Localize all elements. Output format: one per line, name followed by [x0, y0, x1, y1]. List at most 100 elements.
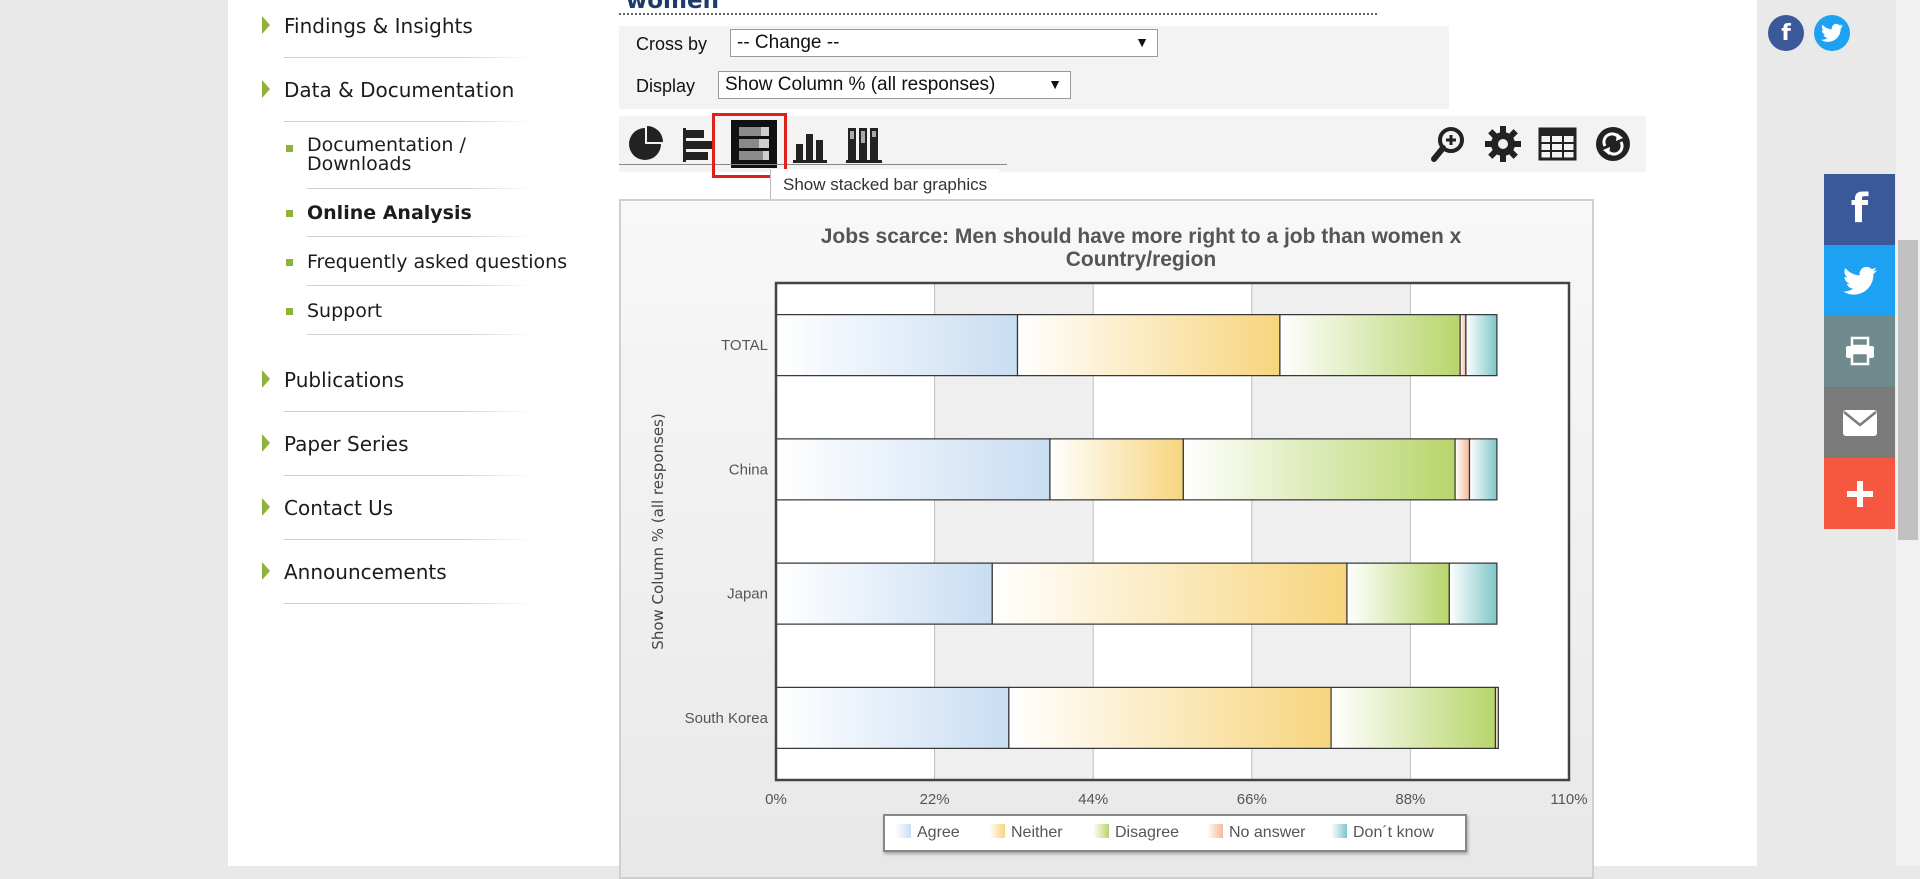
legend-item-disagree[interactable]: Disagree: [1093, 824, 1179, 842]
twitter-link[interactable]: [1814, 15, 1850, 51]
sidebar-item-contact-us[interactable]: Contact Us: [262, 482, 532, 546]
bar-segment: [1346, 562, 1450, 625]
bar-segment: [1454, 438, 1471, 501]
share-more-button[interactable]: [1824, 458, 1895, 529]
legend-swatch-icon: [989, 824, 1005, 838]
share-email-button[interactable]: [1824, 387, 1895, 458]
twitter-icon: [1842, 266, 1877, 295]
share-bar: f: [1824, 174, 1895, 529]
print-icon: [1845, 336, 1874, 366]
category-label: South Korea: [685, 710, 769, 727]
triangle-bullet-icon: [262, 498, 270, 516]
zoom-button[interactable]: [1429, 124, 1471, 166]
bar-segment: [1008, 686, 1332, 749]
sidebar-subitem-label: Online Analysis: [307, 202, 472, 224]
sidebar-item-label: Data & Documentation: [284, 78, 515, 102]
y-axis-title: Show Column % (all responses): [649, 413, 667, 649]
page-title: women: [626, 0, 719, 14]
cross-by-label: Cross by: [636, 34, 708, 54]
display-label: Display: [636, 76, 696, 96]
stacked-bar-icon: [739, 127, 769, 160]
sidebar-subitem-support[interactable]: Support: [262, 302, 532, 342]
table-view-button[interactable]: [1537, 124, 1579, 166]
triangle-bullet-icon: [262, 434, 270, 452]
bar-segment: [775, 314, 1019, 377]
chart-legend: Agree Neither Disagree No answer Don´t k…: [883, 814, 1467, 852]
share-facebook-button[interactable]: f: [1824, 174, 1895, 245]
bar-segment: [1494, 686, 1499, 749]
legend-label: Neither: [1011, 824, 1063, 841]
sidebar-item-paper-series[interactable]: Paper Series: [262, 418, 532, 482]
divider: [284, 475, 532, 476]
sidebar-item-data-documentation[interactable]: Data & Documentation: [262, 64, 532, 128]
gear-icon: [1485, 126, 1521, 162]
dropdown-caret-icon: ▼: [1048, 76, 1062, 92]
plot-border: [774, 281, 1571, 782]
sidebar-item-label: Contact Us: [284, 496, 394, 520]
triangle-bullet-icon: [262, 80, 270, 98]
page-scrollbar[interactable]: [1896, 0, 1920, 866]
sidebar-item-label: Publications: [284, 368, 405, 392]
sidebar-item-findings[interactable]: Findings & Insights: [262, 0, 532, 64]
zoom-icon: [1431, 127, 1464, 162]
legend-item-no-answer[interactable]: No answer: [1207, 824, 1305, 842]
cross-by-value: -- Change --: [737, 32, 840, 53]
category-label: China: [729, 461, 769, 478]
sidebar-subitem-documentation-downloads[interactable]: Documentation / Downloads: [262, 136, 532, 190]
display-select[interactable]: Show Column % (all responses) ▼: [718, 71, 1071, 99]
legend-swatch-icon: [895, 824, 911, 838]
legend-item-agree[interactable]: Agree: [895, 824, 960, 842]
share-twitter-button[interactable]: [1824, 245, 1895, 316]
display-value: Show Column % (all responses): [725, 74, 996, 95]
refresh-button[interactable]: [1593, 124, 1635, 166]
category-label: Japan: [727, 586, 768, 603]
facebook-link[interactable]: f: [1768, 15, 1804, 51]
options-panel: Cross by -- Change -- ▼ Display Show Col…: [619, 26, 1449, 109]
x-tick-label: 44%: [1078, 791, 1108, 807]
pie-chart-button[interactable]: [625, 124, 667, 166]
selected-button-highlight: [712, 113, 787, 178]
divider: [284, 411, 532, 412]
vertical-bar-button[interactable]: [789, 124, 831, 166]
sidebar-item-announcements[interactable]: Announcements: [262, 546, 532, 610]
stacked-column-button[interactable]: [843, 124, 885, 166]
triangle-bullet-icon: [262, 562, 270, 580]
share-print-button[interactable]: [1824, 316, 1895, 387]
sidebar-subitem-online-analysis[interactable]: Online Analysis: [262, 204, 532, 244]
stacked-column-icon: [846, 128, 882, 163]
x-tick-label: 66%: [1237, 791, 1267, 807]
legend-label: Agree: [917, 824, 960, 841]
divider: [284, 121, 532, 122]
bar-segment: [1459, 314, 1467, 377]
horizontal-bar-button[interactable]: [679, 124, 721, 166]
sidebar-subitem-label: Support: [307, 300, 383, 322]
facebook-icon: f: [1850, 186, 1869, 232]
toolbar-divider: [619, 164, 1007, 165]
settings-button[interactable]: [1483, 124, 1525, 166]
legend-label: Disagree: [1115, 824, 1180, 841]
cross-by-select[interactable]: -- Change -- ▼: [730, 29, 1158, 57]
square-bullet-icon: [286, 210, 293, 217]
square-bullet-icon: [286, 259, 293, 266]
legend-item-neither[interactable]: Neither: [989, 824, 1063, 842]
bar-segment: [1468, 438, 1498, 501]
dropdown-caret-icon: ▼: [1135, 34, 1149, 50]
chart-title: Jobs scarce: Men should have more right …: [820, 225, 1462, 271]
scrollbar-thumb[interactable]: [1898, 240, 1918, 540]
triangle-bullet-icon: [262, 16, 270, 34]
sidebar-item-label: Paper Series: [284, 432, 409, 456]
legend-swatch-icon: [1331, 824, 1347, 838]
bar-segment: [1330, 686, 1497, 749]
divider: [307, 188, 532, 189]
horizontal-bar-icon: [683, 128, 714, 162]
category-label: TOTAL: [721, 337, 768, 354]
legend-item-dont-know[interactable]: Don´t know: [1331, 824, 1434, 842]
facebook-icon: f: [1781, 21, 1791, 46]
stacked-bar-button[interactable]: [731, 120, 777, 168]
chart-toolbar: [619, 116, 1646, 172]
plus-icon: [1846, 481, 1873, 507]
sidebar-subitem-faq[interactable]: Frequently asked questions: [262, 253, 567, 293]
sidebar-item-publications[interactable]: Publications: [262, 354, 532, 418]
email-icon: [1842, 410, 1877, 436]
x-tick-label: 22%: [920, 791, 950, 807]
